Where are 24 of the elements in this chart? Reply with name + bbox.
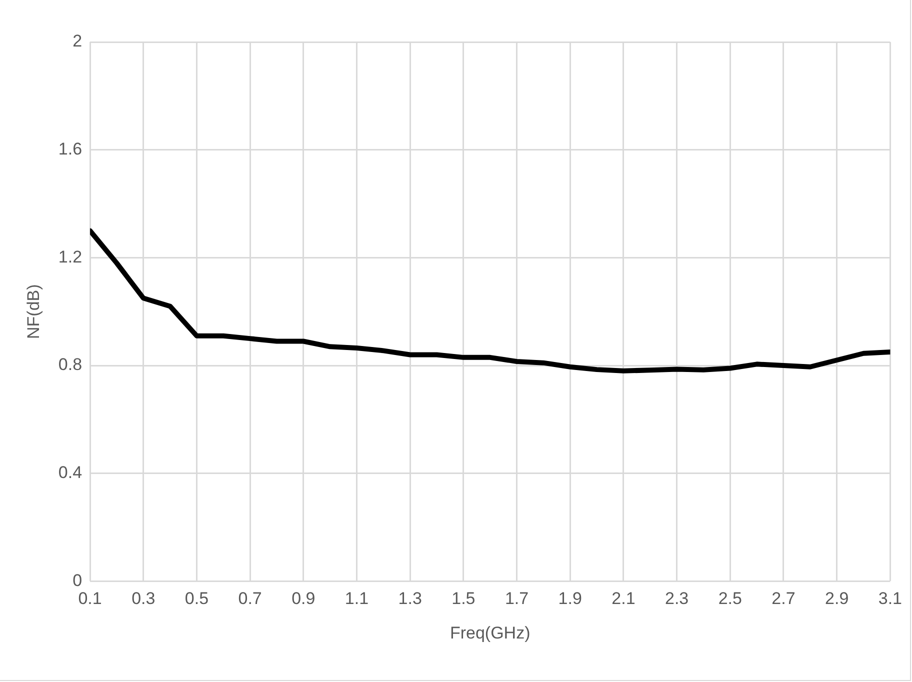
y-tick-label: 1.2 <box>58 247 82 266</box>
x-tick-label: 0.3 <box>132 589 156 608</box>
y-tick-label: 1.6 <box>58 140 82 159</box>
x-tick-label: 2.5 <box>718 589 742 608</box>
x-tick-label: 1.1 <box>344 589 369 608</box>
y-tick-label: 0 <box>72 570 82 590</box>
y-axis-title: NF(dB) <box>24 284 43 339</box>
x-tick-label: 1.5 <box>452 589 476 608</box>
y-tick-label: 0.4 <box>58 463 82 482</box>
y-tick-label: 2 <box>72 32 82 51</box>
x-tick-label: 1.3 <box>398 589 422 608</box>
x-tick-label: 3.1 <box>878 589 902 608</box>
x-axis-title: Freq(GHz) <box>450 623 530 642</box>
x-tick-label: 2.7 <box>772 589 796 608</box>
x-tick-label: 2.9 <box>825 589 849 608</box>
x-tick-label: 1.7 <box>504 589 529 608</box>
x-tick-label: 0.7 <box>238 589 262 608</box>
x-tick-label: 1.9 <box>558 589 582 608</box>
x-tick-label: 2.1 <box>612 589 636 608</box>
y-tick-label: 0.8 <box>58 355 82 374</box>
x-tick-label: 0.9 <box>292 589 316 608</box>
x-tick-label: 0.5 <box>184 589 209 608</box>
x-tick-label: 0.1 <box>78 589 102 608</box>
x-tick-label: 2.3 <box>664 589 689 608</box>
